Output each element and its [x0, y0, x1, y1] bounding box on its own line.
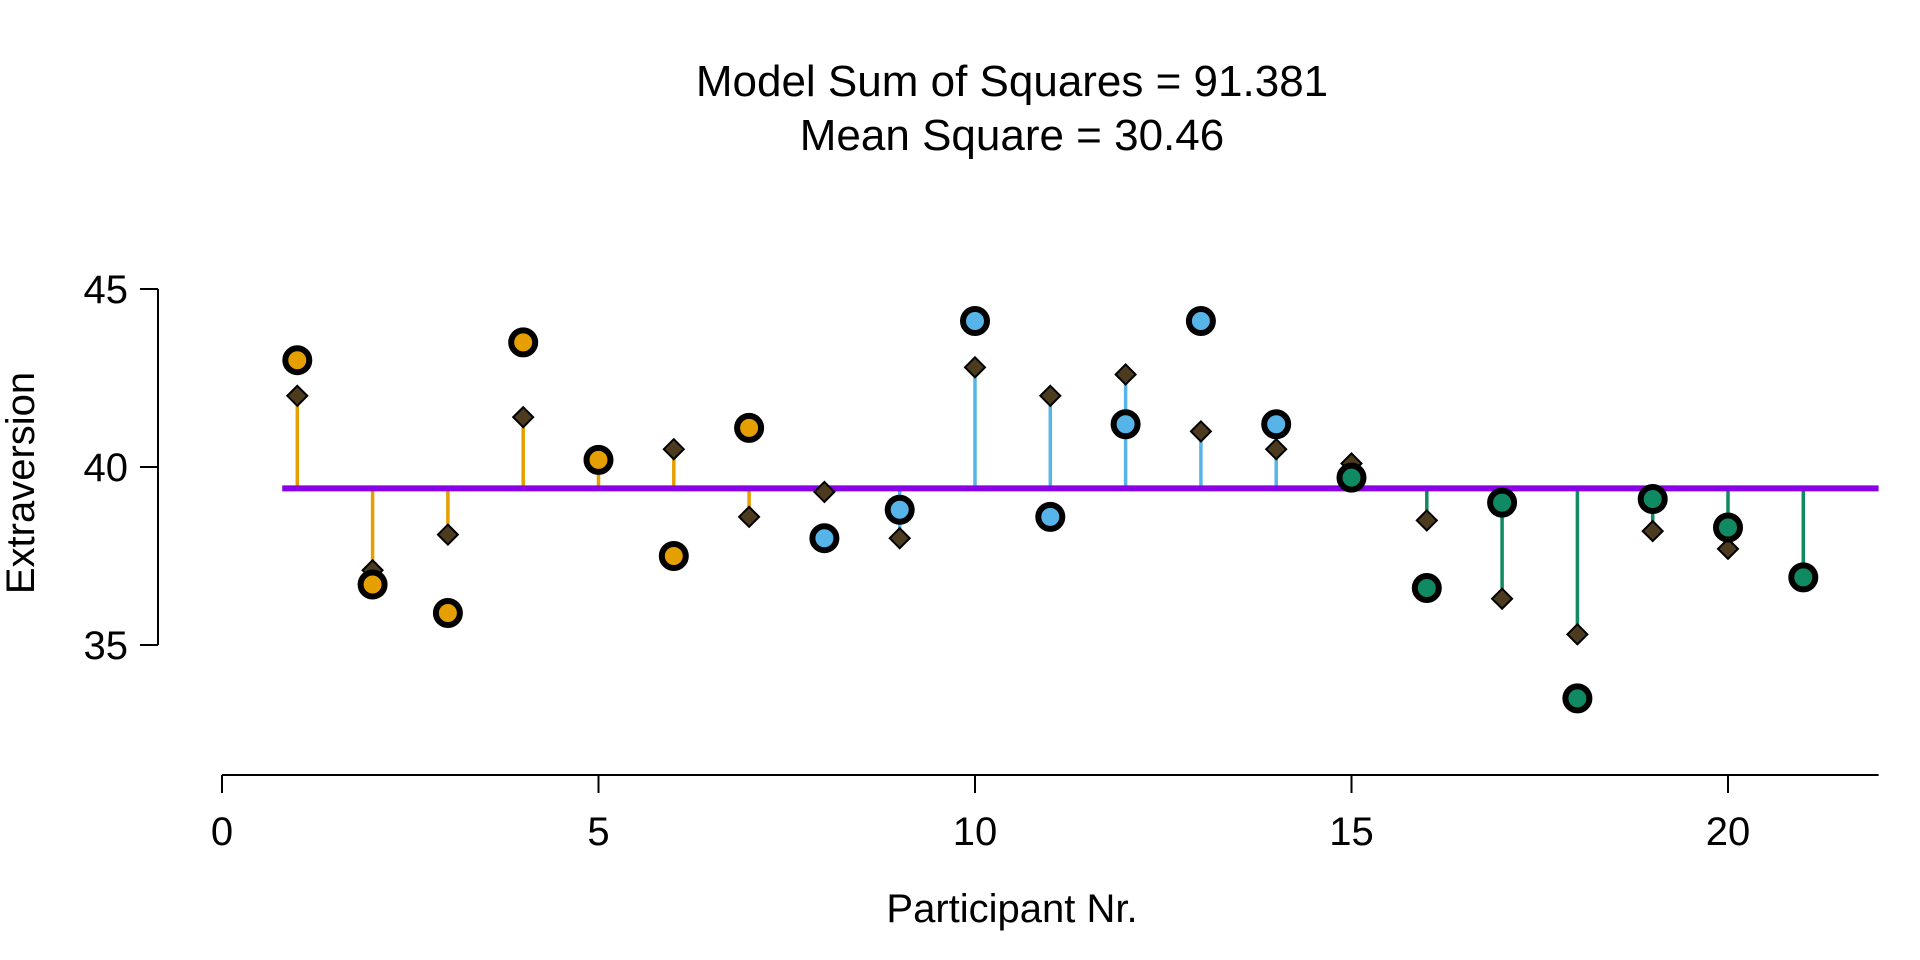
observed-point [508, 327, 539, 358]
data-points [282, 306, 1819, 714]
y-tick-label: 40 [84, 446, 129, 490]
predicted-diamond [1415, 508, 1439, 532]
x-tick-label: 5 [587, 810, 609, 854]
predicted-diamond [662, 437, 686, 461]
predicted-diamond [1264, 437, 1288, 461]
observed-point [1562, 683, 1593, 714]
predicted-diamond [1038, 384, 1062, 408]
observed-point [1261, 409, 1292, 440]
predicted-diamond [812, 480, 836, 504]
observed-point [1487, 487, 1518, 518]
observed-point [583, 444, 614, 475]
x-tick-label: 15 [1329, 810, 1374, 854]
predicted-diamond [1716, 537, 1740, 561]
predicted-diamond [1641, 519, 1665, 543]
observed-point [357, 569, 388, 600]
y-tick-label: 45 [84, 268, 129, 312]
observed-point [1713, 512, 1743, 543]
x-tick-label: 10 [953, 810, 998, 854]
observed-point [658, 541, 689, 571]
observed-point [960, 306, 990, 337]
predicted-diamond [963, 355, 987, 379]
y-tick-label: 35 [84, 624, 129, 668]
predicted-diamond [1490, 587, 1514, 611]
observed-point [282, 345, 313, 376]
observed-point [1637, 484, 1668, 515]
predicted-diamond [888, 526, 912, 550]
predicted-diamond [737, 505, 761, 529]
x-axis-label: Participant Nr. [886, 887, 1137, 931]
predicted-diamond [1565, 622, 1589, 646]
predicted-diamond [1189, 419, 1213, 443]
x-tick-label: 0 [211, 810, 233, 854]
observed-point [1035, 501, 1066, 532]
predicted-diamond [285, 384, 309, 408]
observed-point [1788, 562, 1819, 593]
chart-subtitle: Mean Square = 30.46 [800, 111, 1224, 160]
observed-point [734, 412, 765, 443]
x-tick-label: 20 [1706, 810, 1751, 854]
chart-title: Model Sum of Squares = 91.381 [696, 57, 1328, 106]
observed-point [809, 523, 840, 554]
observed-point [1185, 306, 1216, 337]
predicted-diamond [1114, 363, 1138, 386]
observed-point [432, 597, 463, 628]
y-axis-label: Extraversion [0, 372, 43, 594]
observed-point [884, 494, 915, 525]
observed-point [1336, 462, 1367, 493]
observed-point [1110, 409, 1141, 440]
predicted-diamond [436, 523, 460, 547]
axes: 35 40 45 0 5 10 15 20 [84, 268, 1879, 854]
observed-point [1411, 573, 1442, 604]
predicted-diamond [511, 405, 535, 429]
